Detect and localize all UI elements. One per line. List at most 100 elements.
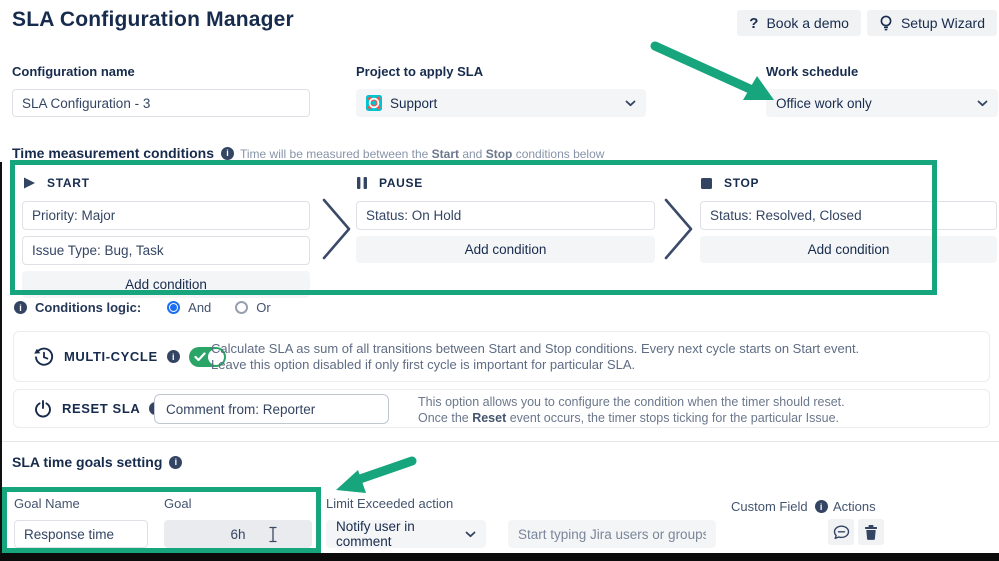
reset-description-line1: This option allows you to configure the … (418, 395, 845, 409)
screenshot-bottom-edge (0, 553, 999, 561)
goal-annotation-arrow (336, 456, 417, 493)
logic-and-label: And (188, 300, 212, 315)
trash-icon (864, 524, 878, 540)
info-icon[interactable]: i (166, 350, 180, 363)
reset-desc-text: event occurs, the timer stops ticking fo… (506, 411, 840, 425)
limit-action-header: Limit Exceeded action (326, 496, 454, 511)
setup-wizard-label: Setup Wizard (900, 15, 985, 31)
hint-start-word: Start (431, 147, 459, 161)
goal-name-input[interactable] (14, 520, 148, 548)
header-actions: ? Book a demo Setup Wizard (737, 10, 997, 36)
start-condition-1-input[interactable] (22, 201, 310, 230)
logic-or-radio[interactable] (235, 301, 249, 314)
time-conditions-title-text: Time measurement conditions (12, 145, 215, 161)
logic-and-radio[interactable] (167, 301, 181, 314)
start-label: START (47, 176, 90, 190)
chevron-right-separator-icon (663, 197, 695, 266)
question-icon: ? (749, 14, 759, 32)
goals-section-title: SLA time goals setting i (12, 454, 183, 470)
stop-add-condition-button[interactable]: Add condition (700, 236, 997, 263)
reset-description-line2: Once the Reset event occurs, the timer s… (418, 410, 845, 426)
toggle-knob (207, 348, 224, 365)
power-icon (33, 399, 53, 419)
configuration-name-field: Configuration name (12, 64, 310, 117)
stop-header: STOP (700, 174, 997, 192)
project-select-value: Support (390, 95, 438, 111)
goal-header: Goal (164, 496, 192, 511)
toggle-knob (759, 525, 775, 541)
goal-name-header: Goal Name (14, 496, 80, 511)
pause-condition-1-input[interactable] (356, 201, 655, 230)
reset-sla-label: RESET SLA (62, 401, 141, 416)
play-icon (22, 176, 36, 190)
multi-cycle-label: MULTI-CYCLE (64, 349, 158, 364)
goal-column: Goal (164, 496, 312, 548)
jira-users-input[interactable] (508, 520, 716, 548)
work-schedule-field: Work schedule Office work only (766, 64, 998, 117)
start-add-condition-button[interactable]: Add condition (22, 271, 310, 298)
work-schedule-value: Office work only (776, 95, 872, 111)
text-cursor-icon (268, 526, 278, 543)
configuration-name-input[interactable] (12, 89, 310, 117)
work-schedule-select[interactable]: Office work only (766, 89, 998, 117)
book-demo-button[interactable]: ? Book a demo (737, 10, 861, 36)
info-icon[interactable]: i (169, 455, 183, 469)
work-schedule-annotation-arrow (650, 41, 774, 100)
start-condition-2-input[interactable] (22, 236, 310, 265)
chevron-down-icon (625, 100, 636, 107)
setup-wizard-button[interactable]: Setup Wizard (866, 10, 997, 36)
stop-condition-1-input[interactable] (700, 201, 997, 230)
section-divider (0, 441, 999, 442)
info-icon[interactable]: i (14, 301, 27, 314)
chevron-down-icon (465, 531, 476, 538)
custom-field-header-text: Custom Field (731, 499, 808, 514)
info-icon[interactable]: i (814, 500, 828, 513)
configuration-name-label: Configuration name (12, 64, 135, 79)
reset-sla-row: RESET SLA i This option allows you to co… (13, 389, 990, 428)
multi-cycle-description: Calculate SLA as sum of all transitions … (211, 341, 859, 373)
conditions-logic-label: Conditions logic: (35, 300, 142, 315)
pause-header: PAUSE (356, 174, 655, 192)
comment-action-button[interactable] (828, 519, 854, 545)
goal-name-column: Goal Name (14, 496, 148, 548)
stop-icon (700, 177, 713, 190)
reset-condition-input[interactable] (154, 394, 389, 424)
hint-text: and (459, 147, 486, 161)
logic-or-label: Or (256, 300, 271, 315)
reset-sla-description: This option allows you to configure the … (418, 394, 845, 426)
hint-text: Time will be measured between the (240, 147, 432, 161)
reset-desc-text: Once the (418, 411, 473, 425)
work-schedule-label: Work schedule (766, 64, 859, 79)
page-title: SLA Configuration Manager (12, 8, 294, 31)
actions-header: Actions (833, 499, 876, 514)
pause-conditions-column: PAUSE Add condition (356, 174, 655, 263)
multi-cycle-description-line2: Leave this option disabled if only first… (211, 357, 636, 372)
project-field: Project to apply SLA Support (356, 64, 646, 117)
conditions-logic-row: i Conditions logic: And Or (14, 300, 271, 315)
goal-input[interactable] (164, 520, 312, 548)
pause-label: PAUSE (379, 176, 423, 190)
pause-add-condition-button[interactable]: Add condition (356, 236, 655, 263)
comment-bubble-icon (833, 525, 850, 540)
reset-desc-bold: Reset (472, 411, 507, 425)
limit-action-select[interactable]: Notify user in comment (326, 519, 486, 549)
project-select[interactable]: Support (356, 89, 646, 117)
info-icon[interactable]: i (221, 146, 235, 160)
goals-title-text: SLA time goals setting (12, 454, 163, 470)
start-header: START (22, 174, 310, 192)
time-conditions-hint: Time will be measured between the Start … (240, 147, 604, 161)
multi-cycle-toggle[interactable] (188, 346, 226, 367)
project-label: Project to apply SLA (356, 64, 484, 79)
start-conditions-column: START Add condition (22, 174, 310, 298)
lightbulb-icon (879, 15, 893, 31)
stop-label: STOP (724, 176, 760, 190)
multi-cycle-history-icon (33, 346, 55, 368)
project-avatar-icon (366, 95, 382, 111)
screenshot-left-edge (0, 162, 2, 553)
chevron-right-separator-icon (321, 197, 353, 266)
chevron-down-icon (977, 100, 988, 107)
time-conditions-title: Time measurement conditions i (12, 145, 235, 161)
hint-text: conditions below (512, 147, 605, 161)
delete-action-button[interactable] (858, 519, 884, 545)
